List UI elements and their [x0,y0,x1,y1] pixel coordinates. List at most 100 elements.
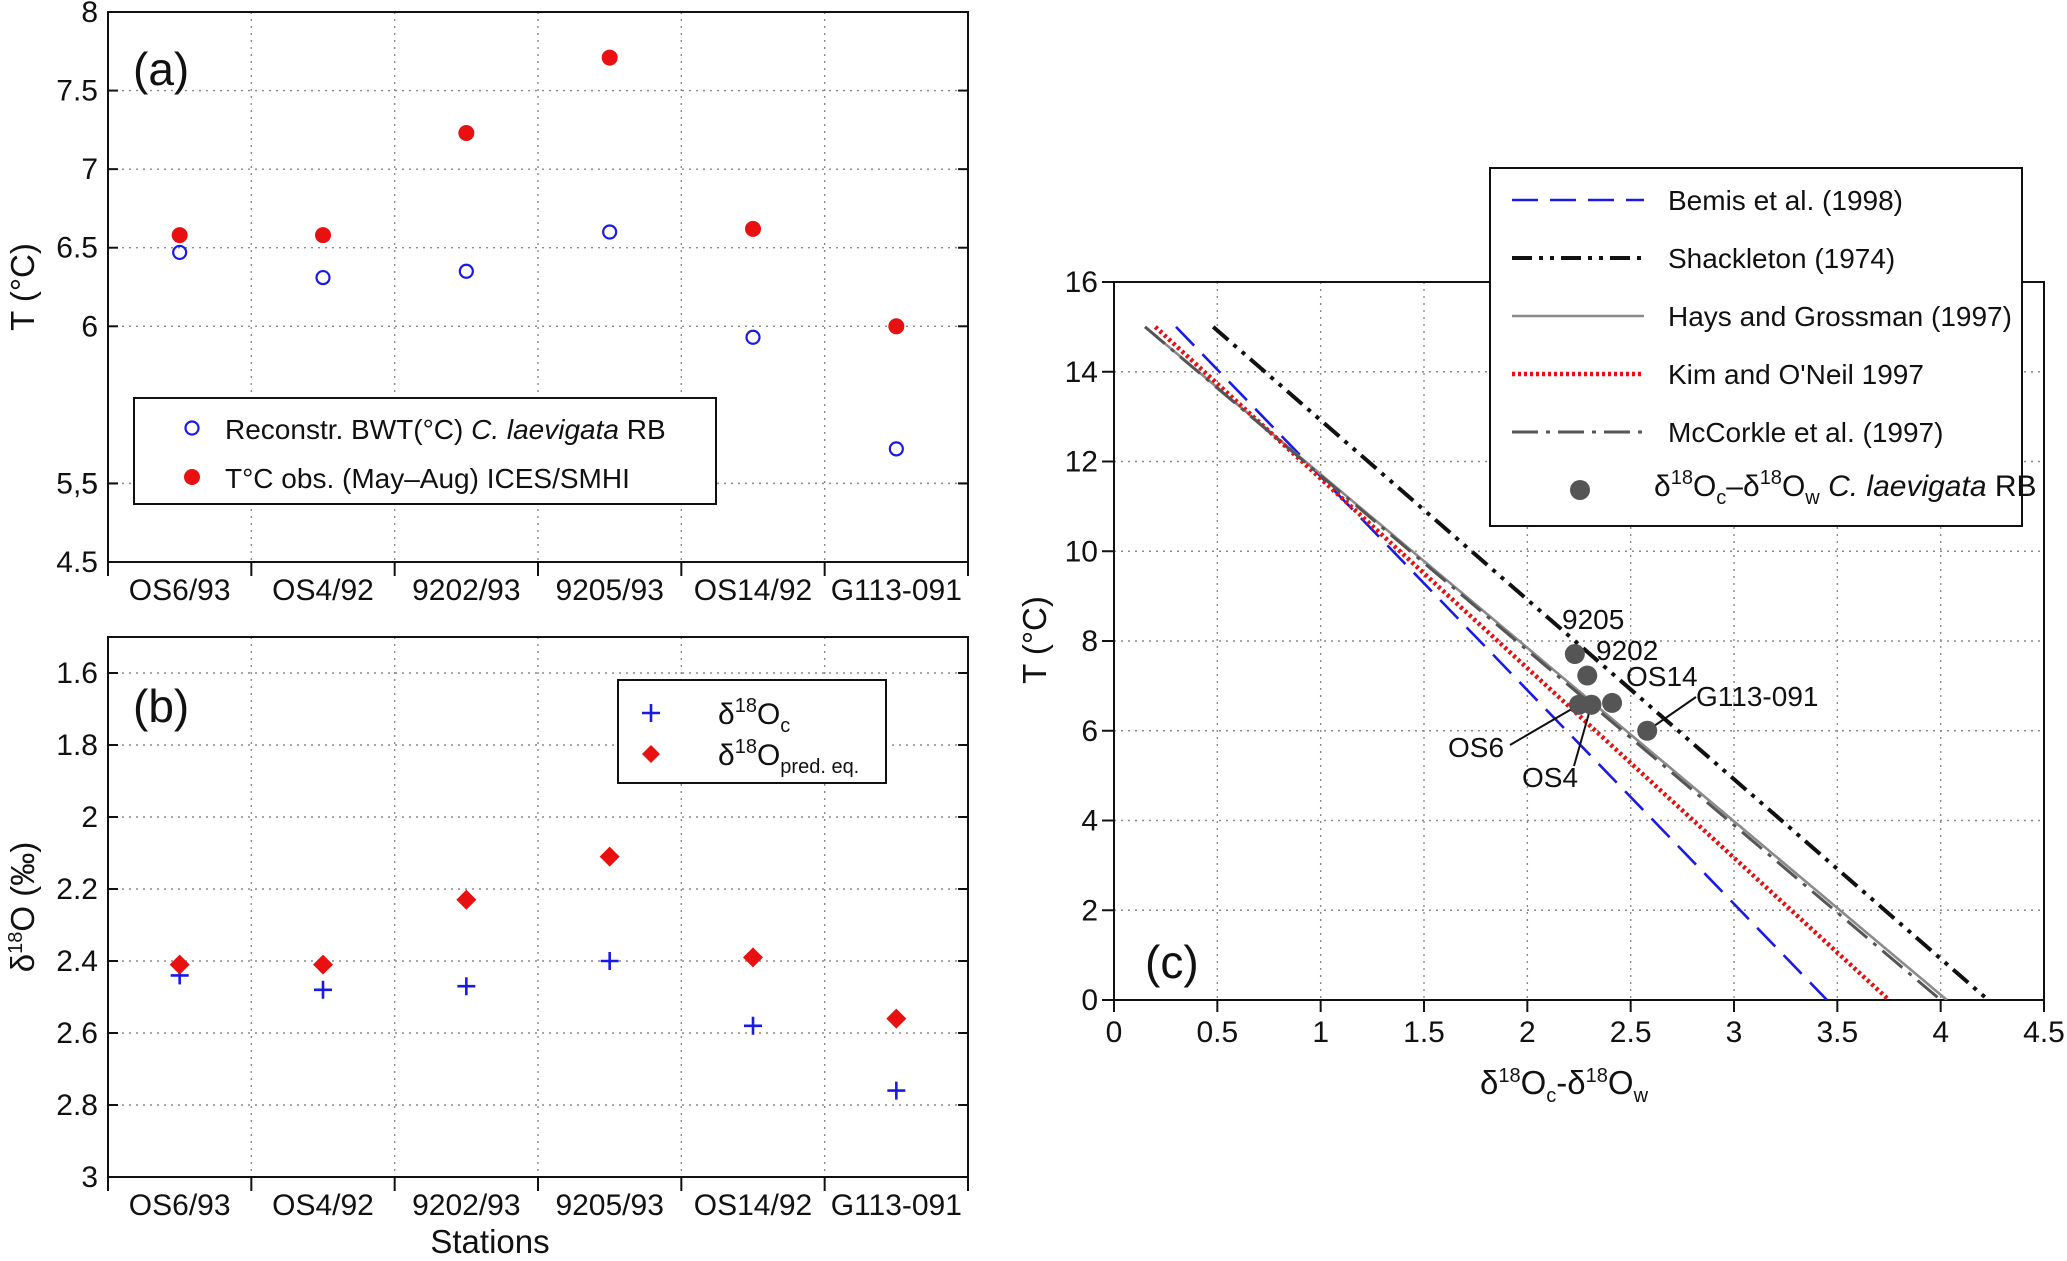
panel-a-x-tick-label: 9202/93 [412,574,520,607]
panel-c-legend: δ18Oc–δ18Ow C. laevigata RB Bemis et al.… [1489,167,2037,527]
panel-a-legend-box [133,397,717,505]
panel-c-y-axis-title: T (°C) [1016,596,1053,684]
panel-c-x-tick-label: 4 [1932,1016,1949,1049]
panel-c-x-tick-label: 3 [1726,1016,1743,1049]
panel-a-observed-temperature-point [171,227,188,244]
legend-d18o-pred-label: δ18Opred. eq. [718,736,859,778]
legend-plus-marker [642,704,660,722]
legend-open-circle-marker [184,420,200,436]
panel-a-x-tick-label: G113-091 [831,574,962,607]
legend-points-label: δ18Oc–δ18Ow C. laevigata RB [1654,467,2037,509]
panel-c-y-tick-label: 14 [1065,356,1098,389]
legend-obs-temperature-label: T°C obs. (May–Aug) ICES/SMHI [225,463,630,494]
panel-c-line-kim-and-o-neil-1997 [1153,325,1891,1000]
panel-c-x-tick-label: 1 [1312,1016,1329,1049]
legend-line-label: Bemis et al. (1998) [1668,185,1903,216]
panel-b-x-tick-label: OS6/93 [129,1189,231,1222]
panel-c-y-tick-label: 2 [1081,894,1098,927]
panel-a-x-tick-label: OS6/93 [129,574,231,607]
panel-c-y-tick-label: 4 [1081,805,1098,838]
panel-b-legend: δ18Oc δ18Opred. eq. [617,679,887,784]
legend-line-label: Shackleton (1974) [1668,243,1895,274]
legend-points-marker [1570,480,1590,500]
panel-c-x-tick-label: 0.5 [1196,1016,1238,1049]
panel-a-y-axis-title: T (°C) [4,243,41,331]
panel-b-y-tick-label: 1.6 [56,657,98,690]
panel-c-x-tick-label: 3.5 [1816,1016,1858,1049]
panel-a-reconstructed-bwt-point [315,269,331,286]
panel-b-y-tick-label: 1.8 [56,729,98,762]
panel-c-point-label: 9205 [1562,604,1624,635]
panel-c-x-tick-label: 2 [1519,1016,1536,1049]
panel-b-y-tick-label: 2.8 [56,1089,98,1122]
panel-c-data-point [1564,644,1585,665]
panel-b-x-tick-label: 9202/93 [412,1189,520,1222]
panel-a-reconstructed-bwt-point [458,263,474,279]
panel-c-x-tick-label: 4.5 [2023,1016,2065,1049]
panel-b-d18oc-point [887,1081,906,1100]
panel-b-legend-box [617,679,887,784]
panel-b-chart: 1.6 1.8 2 2.2 2.4 2.6 2.8 3 OS6/93 OS4/92 9202/93 9… [4,636,969,1260]
panel-a-y-tick-label: 5,5 [56,467,98,500]
panel-a-x-tick-label: 9205/93 [555,574,663,607]
panel-a-reconstructed-bwt-point [888,441,904,457]
panel-c-y-tick-label: 16 [1065,266,1098,299]
panel-b-d18oc-point [600,952,619,970]
panel-b-x-tick-label: OS14/92 [694,1189,812,1222]
panel-a-y-tick-label: 5 [81,467,98,500]
panel-c-line-bemis-et-al-1998 [1175,325,1828,1000]
panel-c-annotation-leader [1573,704,1593,767]
panel-c-y-tick-label: 12 [1065,446,1098,479]
panel-c-y-tick-label: 0 [1081,984,1098,1017]
panel-a-observed-temperature-point [888,318,905,335]
panel-b-d18o-pred-eq-point [886,1008,907,1029]
panel-a-reconstructed-bwt-point [745,329,761,345]
panel-c-point-label: G113-091 [1696,681,1818,712]
panel-c-point-label: OS4 [1522,762,1578,793]
legend-reconstr-bwt-label: Reconstr. BWT(°C) C. laevigata RB [225,414,666,445]
panel-b-y-tick-label: 2.4 [56,945,98,978]
panel-c-x-tick-label: 0 [1106,1016,1123,1049]
panel-b-d18oc-point [744,1016,762,1035]
panel-a-observed-temperature-point [601,49,618,66]
panel-b-d18o-pred-eq-point [599,846,620,867]
panel-c-data-point [1581,694,1602,715]
legend-line-label: Kim and O'Neil 1997 [1668,359,1924,390]
legend-d18oc-label: δ18Oc [718,695,790,737]
panel-b-x-tick-label: OS4/92 [272,1189,374,1222]
panel-a-y-tick-label: 7.5 [56,75,98,108]
panel-c-point-label: 9202 [1596,635,1658,666]
panel-c-annotation-leader [1509,703,1580,746]
panel-b-y-axis-title: δ18O (‰) [4,842,41,972]
legend-filled-circle-marker [184,469,200,485]
panel-b-d18o-pred-eq-point [313,954,333,975]
panel-a-y-tick-label: 6.5 [56,232,98,265]
panel-a-x-tick-label: OS4/92 [272,574,374,607]
panel-c-y-tick-label: 8 [1081,625,1098,658]
panel-b-y-tick-label: 3 [81,1161,98,1194]
panel-a-reconstructed-bwt-point [602,224,618,240]
panel-c-data-point [1577,665,1598,686]
panel-a-legend: Reconstr. BWT(°C) C. laevigata RB T°C ob… [133,397,717,505]
panel-c-line-mccorkle-et-al-1997 [1144,325,1942,1000]
panel-a-observed-temperature-point [315,227,331,244]
panel-b-d18o-pred-eq-point [169,954,190,975]
panel-c-x-tick-label: 1.5 [1403,1016,1445,1049]
panel-b-d18o-pred-eq-point [743,947,763,968]
panel-a-y-tick-label: 4.5 [56,546,98,579]
legend-diamond-marker [642,745,660,763]
panel-c-y-tick-label: 6 [1081,715,1098,748]
panel-b-y-tick-label: 2 [81,801,98,834]
panel-a-observed-temperature-point [458,125,475,141]
panel-b-d18oc-point [457,977,476,996]
panel-a-x-tick-label: OS14/92 [694,574,812,607]
legend-line-label: Hays and Grossman (1997) [1668,301,2012,332]
panel-c-point-label: OS6 [1448,732,1504,763]
panel-a-label: (a) [133,43,189,95]
legend-line-label: McCorkle et al. (1997) [1668,417,1943,448]
panel-b-x-axis-title: Stations [430,1223,549,1256]
panel-a-observed-temperature-point [745,220,761,237]
panel-a-y-tick-label: 7 [81,153,98,186]
panel-a-chart: 4.5 55,5 6 6.5 7 7.5 8 OS6/93 OS4/92 9202/93 9205/… [4,0,969,607]
